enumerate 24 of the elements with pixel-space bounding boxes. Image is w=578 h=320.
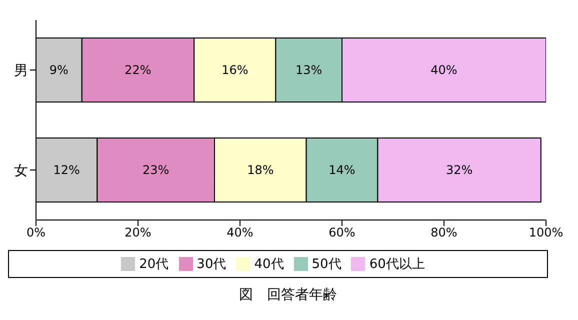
data-label: 18% <box>247 163 274 177</box>
data-label: 9% <box>49 63 68 77</box>
data-label: 23% <box>142 163 170 177</box>
legend-label: 40代 <box>254 257 284 272</box>
legend-label: 50代 <box>312 257 342 272</box>
legend-label: 20代 <box>139 257 169 272</box>
x-tick-label: 0% <box>26 226 46 240</box>
data-label: 13% <box>296 63 322 77</box>
data-label: 16% <box>222 63 248 77</box>
data-label: 14% <box>328 163 356 177</box>
x-tick-label: 40% <box>226 226 254 240</box>
data-label: 40% <box>430 63 458 77</box>
x-tick-label: 60% <box>328 226 356 240</box>
x-tick-label: 20% <box>124 226 152 240</box>
data-label: 22% <box>124 63 152 77</box>
legend-label: 30代 <box>196 257 226 272</box>
x-tick-label: 100% <box>528 226 564 240</box>
y-tick-label: 女 <box>14 162 28 179</box>
x-tick-label: 80% <box>430 226 458 240</box>
legend-label: 60代以上 <box>369 257 425 272</box>
data-label: 32% <box>446 163 473 177</box>
data-label: 12% <box>53 163 80 177</box>
text: 図 回答者年齢 <box>238 286 338 304</box>
y-tick-label: 男 <box>14 62 28 79</box>
